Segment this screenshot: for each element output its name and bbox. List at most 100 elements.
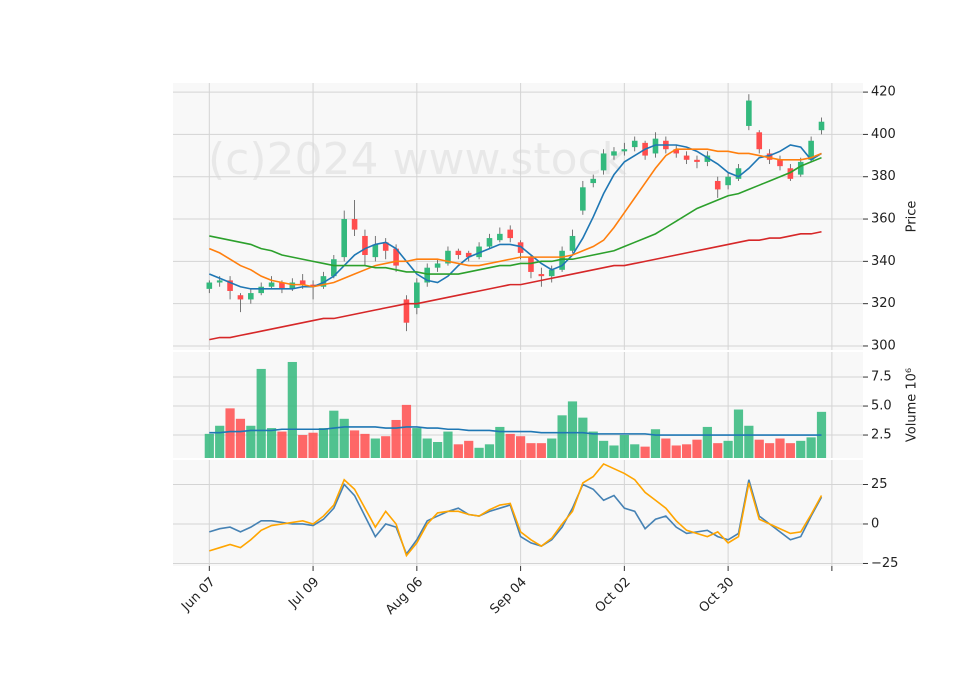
volume-bar: [349, 430, 360, 458]
candle-body: [497, 233, 503, 241]
candle-body: [486, 238, 493, 247]
volume-bar: [578, 417, 588, 458]
volume-bar: [432, 441, 443, 458]
candle-body: [548, 269, 555, 277]
candle-body: [310, 284, 316, 287]
candle-body: [237, 295, 244, 300]
candle-body: [279, 282, 285, 289]
volume-bar: [308, 432, 318, 458]
volume-bar: [515, 436, 526, 458]
volume-bar: [329, 410, 339, 458]
candle-body: [600, 153, 607, 171]
volume-bar: [785, 443, 795, 458]
volume-bar: [775, 438, 785, 458]
volume-bar: [298, 435, 308, 458]
volume-bar: [682, 444, 692, 458]
volume-bar: [391, 419, 401, 458]
candle-body: [476, 246, 482, 258]
x-tick-label: Aug 06: [383, 575, 426, 618]
candle-body: [227, 280, 233, 291]
candle-body: [424, 267, 431, 283]
candle-body: [299, 280, 306, 285]
candle-body: [331, 259, 337, 277]
volume-bar: [266, 428, 277, 458]
candle-body: [465, 252, 472, 258]
y-tick-label: 420: [871, 85, 896, 100]
watermark: (c)2024 www.stock: [208, 134, 628, 185]
candle-body: [289, 282, 296, 289]
y-tick-label: 300: [871, 338, 896, 353]
volume-bar: [733, 409, 744, 458]
line: [209, 426, 822, 436]
candle-body: [258, 286, 264, 294]
candle-body: [414, 282, 420, 308]
x-tick-label: Oct 30: [696, 575, 737, 616]
y-tick-label: 380: [871, 169, 896, 184]
volume-bar: [702, 426, 712, 458]
candle-body: [694, 159, 700, 162]
volume-bar: [381, 436, 391, 458]
volume-bar: [360, 433, 370, 458]
volume-bar: [287, 361, 297, 458]
y-axis-label: Volume 10⁶: [905, 368, 920, 442]
volume-bar: [339, 418, 349, 458]
volume-bar: [557, 415, 567, 458]
volume-bar: [692, 439, 702, 458]
candle-body: [372, 244, 379, 258]
candle-body: [611, 151, 617, 156]
candle-body: [248, 293, 254, 300]
candle-body: [445, 250, 451, 264]
candle-body: [652, 138, 659, 154]
volume-bar: [567, 401, 578, 458]
candle-body: [382, 242, 389, 251]
candle-body: [434, 263, 441, 268]
volume-bar: [599, 440, 609, 458]
y-tick-label: 340: [871, 254, 896, 269]
candle-body: [797, 161, 804, 175]
line: [209, 479, 823, 556]
volume-bar: [246, 425, 256, 458]
volume-bar: [661, 438, 671, 458]
candle-body: [725, 176, 731, 186]
y-tick-label: 400: [871, 127, 896, 142]
x-tick-label: Jun 07: [178, 575, 218, 615]
x-tick-label: Sep 04: [487, 575, 530, 618]
price-panel: [173, 83, 863, 350]
volume-bar: [806, 437, 816, 458]
candle-body: [362, 235, 368, 256]
volume-bar: [765, 443, 775, 458]
candle-body: [714, 180, 721, 190]
candle-body: [590, 178, 597, 184]
candle-body: [206, 282, 213, 289]
volume-bar: [422, 438, 432, 458]
line: [209, 156, 822, 275]
candle-body: [787, 168, 794, 179]
volume-bar: [630, 444, 640, 458]
candle-body: [704, 155, 711, 162]
volume-bar: [225, 408, 235, 458]
candle-body: [268, 282, 275, 287]
volume-bar: [547, 438, 557, 458]
candle-body: [621, 149, 628, 152]
volume-bar: [412, 428, 422, 458]
volume-bar: [671, 445, 681, 458]
candle-body: [403, 299, 410, 323]
candle-body: [766, 153, 773, 160]
volume-bar: [401, 404, 412, 458]
volume-bar: [536, 443, 546, 458]
candle-body: [683, 155, 690, 160]
volume-bar: [650, 429, 661, 458]
volume-bar: [754, 439, 764, 458]
candle-body: [569, 235, 576, 251]
candle-body: [341, 219, 348, 258]
volume-bar: [609, 445, 619, 458]
candle-body: [559, 250, 565, 270]
candle-body: [808, 140, 814, 160]
candle-body: [528, 257, 534, 272]
candle-body: [216, 280, 223, 283]
candle-body: [393, 248, 399, 266]
volume-bar: [256, 368, 266, 458]
